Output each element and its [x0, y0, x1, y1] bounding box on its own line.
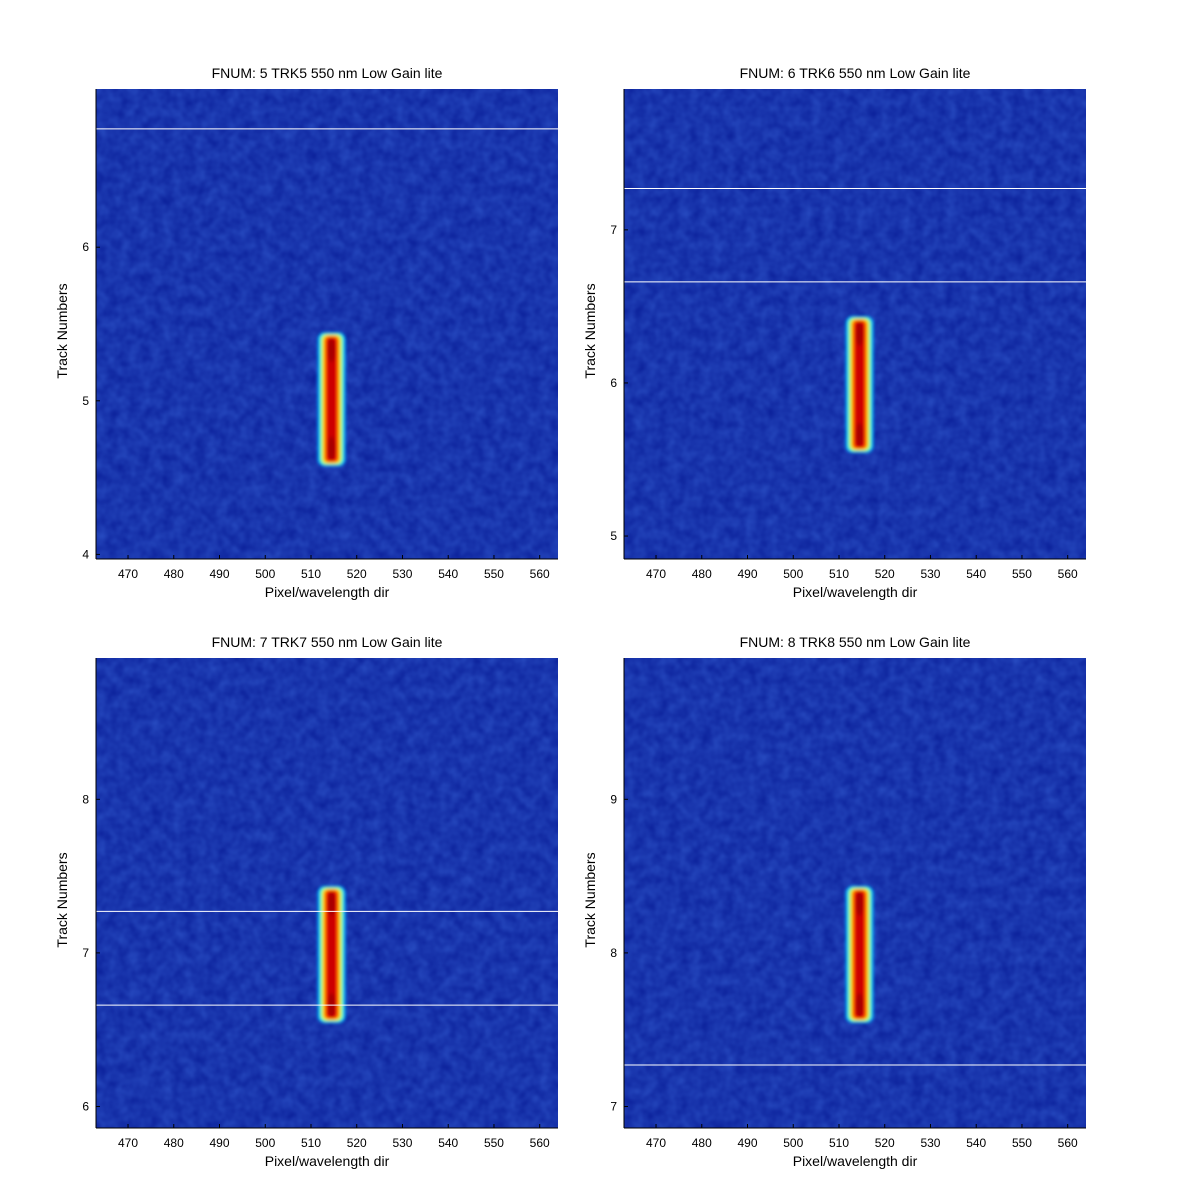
x-tick-label: 560 [530, 567, 550, 581]
y-axis-label: Track Numbers [582, 283, 598, 378]
y-tick-label: 5 [82, 394, 89, 408]
chart-title: FNUM: 6 TRK6 550 nm Low Gain lite [740, 65, 971, 81]
chart-svg: FNUM: 7 TRK7 550 nm Low Gain lite 470 480 4… [54, 634, 558, 1169]
x-tick-label: 540 [966, 567, 986, 581]
x-tick-label: 500 [255, 1136, 275, 1150]
spot-layer [855, 321, 865, 448]
spot-core-bottom [327, 436, 336, 461]
x-axis-label: Pixel/wavelength dir [793, 1153, 918, 1169]
y-axis-label: Track Numbers [54, 852, 70, 947]
x-tick-label: 530 [920, 1136, 940, 1150]
x-tick-label: 480 [692, 1136, 712, 1150]
x-tick-label: 560 [1058, 1136, 1078, 1150]
x-tick-label: 490 [209, 1136, 229, 1150]
x-axis-label: Pixel/wavelength dir [265, 584, 390, 600]
spot-core-bottom [855, 422, 864, 447]
chart-panel-2: FNUM: 6 TRK6 550 nm Low Gain lite 470 480 4… [568, 40, 1128, 600]
x-tick-label: 530 [392, 1136, 412, 1150]
chart-panel-1: FNUM: 5 TRK5 550 nm Low Gain lite 470 480 4… [40, 40, 600, 600]
chart-panel-4: FNUM: 8 TRK8 550 nm Low Gain lite 470 480 4… [568, 609, 1128, 1169]
x-tick-label: 490 [209, 567, 229, 581]
x-tick-label: 500 [783, 567, 803, 581]
x-tick-label: 490 [737, 567, 757, 581]
y-tick-label: 6 [82, 1099, 89, 1113]
x-tick-label: 520 [347, 1136, 367, 1150]
spot-core-top [855, 891, 864, 916]
x-tick-label: 510 [829, 1136, 849, 1150]
chart-title: FNUM: 8 TRK8 550 nm Low Gain lite [740, 634, 971, 650]
x-tick-label: 520 [347, 567, 367, 581]
x-tick-label: 520 [875, 567, 895, 581]
signal-spot [845, 316, 874, 453]
x-tick-label: 550 [484, 567, 504, 581]
x-tick-label: 470 [118, 567, 138, 581]
x-tick-label: 490 [737, 1136, 757, 1150]
x-tick-label: 480 [692, 567, 712, 581]
y-tick-label: 7 [610, 223, 617, 237]
x-axis-label: Pixel/wavelength dir [793, 584, 918, 600]
y-axis-label: Track Numbers [582, 852, 598, 947]
x-tick-label: 470 [646, 1136, 666, 1150]
chart-title: FNUM: 5 TRK5 550 nm Low Gain lite [212, 65, 443, 81]
x-tick-label: 470 [118, 1136, 138, 1150]
chart-svg: FNUM: 5 TRK5 550 nm Low Gain lite 470 480 4… [54, 65, 558, 600]
x-axis-label: Pixel/wavelength dir [265, 1153, 390, 1169]
x-tick-label: 470 [646, 567, 666, 581]
x-tick-label: 480 [164, 567, 184, 581]
y-tick-label: 5 [610, 529, 617, 543]
spot-core-top [855, 322, 864, 347]
x-tick-label: 510 [301, 1136, 321, 1150]
y-axis-label: Track Numbers [54, 283, 70, 378]
chart-title: FNUM: 7 TRK7 550 nm Low Gain lite [212, 634, 443, 650]
y-tick-label: 4 [82, 547, 89, 561]
spot-core-bottom [855, 992, 864, 1017]
x-tick-label: 530 [920, 567, 940, 581]
x-tick-label: 520 [875, 1136, 895, 1150]
y-tick-label: 7 [82, 946, 89, 960]
x-tick-label: 540 [438, 567, 458, 581]
spot-layer [855, 891, 865, 1018]
y-tick-label: 6 [610, 376, 617, 390]
x-tick-label: 550 [1012, 1136, 1032, 1150]
x-tick-label: 500 [255, 567, 275, 581]
spot-core-top [327, 338, 336, 363]
signal-spot [317, 332, 346, 467]
x-tick-label: 540 [966, 1136, 986, 1150]
x-tick-label: 480 [164, 1136, 184, 1150]
y-tick-label: 8 [82, 792, 89, 806]
signal-spot [317, 885, 346, 1023]
chart-svg: FNUM: 6 TRK6 550 nm Low Gain lite 470 480 4… [582, 65, 1086, 600]
y-tick-label: 7 [610, 1099, 617, 1113]
signal-spot [845, 885, 874, 1023]
x-tick-label: 510 [301, 567, 321, 581]
heatmap-noise [96, 89, 558, 559]
spot-layer [327, 337, 337, 461]
x-tick-label: 500 [783, 1136, 803, 1150]
chart-panel-3: FNUM: 7 TRK7 550 nm Low Gain lite 470 480 4… [40, 609, 600, 1169]
x-tick-label: 550 [1012, 567, 1032, 581]
x-tick-label: 540 [438, 1136, 458, 1150]
y-tick-label: 6 [82, 240, 89, 254]
x-tick-label: 560 [1058, 567, 1078, 581]
x-tick-label: 510 [829, 567, 849, 581]
spot-layer [327, 891, 337, 1018]
y-tick-label: 8 [610, 946, 617, 960]
x-tick-label: 550 [484, 1136, 504, 1150]
spot-core-top [327, 891, 336, 916]
x-tick-label: 560 [530, 1136, 550, 1150]
chart-svg: FNUM: 8 TRK8 550 nm Low Gain lite 470 480 4… [582, 634, 1086, 1169]
y-tick-label: 9 [610, 792, 617, 806]
x-tick-label: 530 [392, 567, 412, 581]
